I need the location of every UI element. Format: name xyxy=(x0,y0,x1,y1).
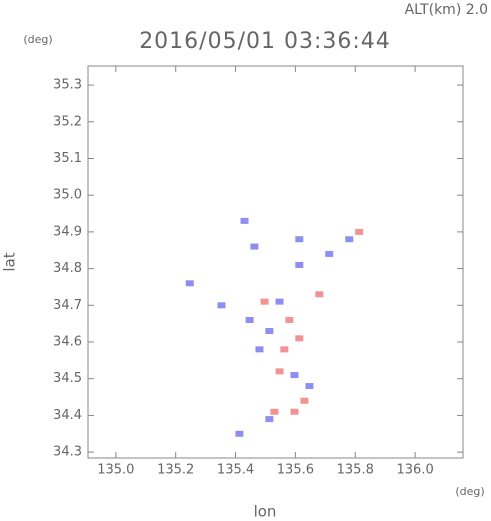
x-tick-label: 135.4 xyxy=(217,463,254,478)
echo-cell xyxy=(235,430,244,437)
echo-cell xyxy=(295,335,304,342)
echo-cell xyxy=(355,228,364,235)
x-axis-label: lon xyxy=(254,503,277,521)
echo-cell xyxy=(265,416,274,423)
y-tick-label: 35.1 xyxy=(53,151,82,166)
x-tick-label: 135.6 xyxy=(277,463,314,478)
y-tick-label: 34.8 xyxy=(53,261,82,276)
x-tick-label: 135.0 xyxy=(97,463,134,478)
echo-cell xyxy=(345,236,354,243)
echo-cell xyxy=(265,328,274,335)
echo-cell xyxy=(260,298,269,305)
echo-cell xyxy=(315,291,324,298)
x-tick-label: 136.0 xyxy=(397,463,434,478)
plot-frame xyxy=(87,65,464,459)
echo-cell xyxy=(295,236,304,243)
y-tick-label: 34.9 xyxy=(53,224,82,239)
chart-title: 2016/05/01 03:36:44 xyxy=(139,29,391,54)
echo-cell xyxy=(305,383,314,390)
y-tick-label: 35.0 xyxy=(53,188,82,203)
echo-cell xyxy=(270,408,279,415)
y-axis-label: lat xyxy=(1,252,19,271)
echo-cell xyxy=(275,298,284,305)
echo-cell xyxy=(217,302,226,309)
y-tick-label: 34.7 xyxy=(53,298,82,313)
x-tick-label: 135.2 xyxy=(157,463,194,478)
echo-cell xyxy=(325,250,334,257)
echo-cell xyxy=(250,243,259,250)
y-tick-label: 34.4 xyxy=(53,408,82,423)
y-tick-label: 35.3 xyxy=(53,78,82,93)
echo-cell xyxy=(280,346,289,353)
echo-cell xyxy=(300,397,309,404)
echo-cell xyxy=(290,372,299,379)
echo-cell xyxy=(240,217,249,224)
echo-cell xyxy=(255,346,264,353)
y-tick-label: 34.6 xyxy=(53,335,82,350)
echo-cell xyxy=(295,261,304,268)
echo-cell xyxy=(185,280,194,287)
y-tick-label: 34.5 xyxy=(53,371,82,386)
echo-cell xyxy=(290,408,299,415)
y-unit: (deg) xyxy=(23,33,52,46)
echo-cell xyxy=(275,368,284,375)
y-tick-label: 34.3 xyxy=(53,445,82,460)
echo-cell xyxy=(245,316,254,323)
y-tick-label: 35.2 xyxy=(53,114,82,129)
echo-cell xyxy=(285,316,294,323)
x-tick-label: 135.8 xyxy=(337,463,374,478)
x-unit: (deg) xyxy=(455,485,484,498)
subtitle: ALT(km) 2.0 xyxy=(405,2,488,18)
